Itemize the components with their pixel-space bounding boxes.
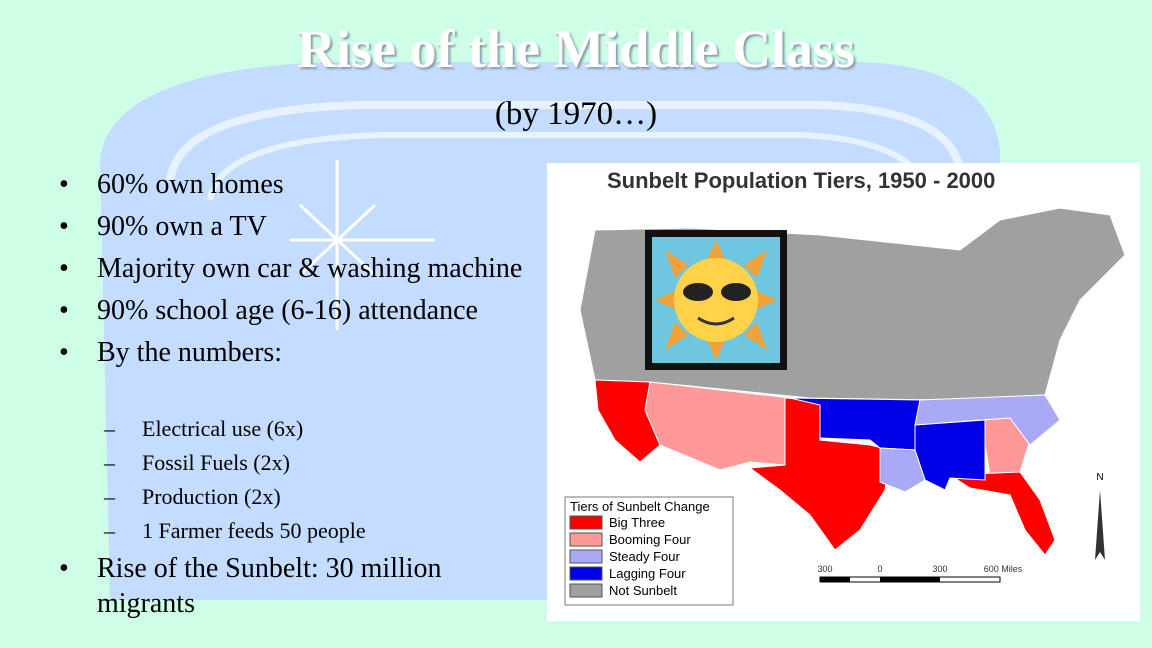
sub-bullet-list: Electrical use (6x)Fossil Fuels (2x)Prod…: [104, 412, 366, 548]
sun-image: [645, 230, 787, 370]
bullet: 90% own a TV: [59, 210, 547, 243]
bullet-list: 60% own homes 90% own a TV Majority own ca…: [59, 168, 547, 378]
sub-bullet: 1 Farmer feeds 50 people: [104, 514, 366, 548]
legend-swatch: [569, 515, 603, 530]
map-title: Sunbelt Population Tiers, 1950 - 2000: [607, 168, 995, 193]
scale-label: 300: [932, 564, 947, 574]
legend-label: Big Three: [609, 515, 665, 530]
legend-label: Booming Four: [609, 532, 691, 547]
sub-bullet: Electrical use (6x): [104, 412, 366, 446]
subtitle: (by 1970…): [494, 96, 658, 132]
legend-swatch: [569, 549, 603, 564]
title: Rise of the Middle Class: [297, 19, 855, 79]
arc: [166, 101, 964, 181]
sub-bullet: Production (2x): [104, 480, 366, 514]
legend-title: Tiers of Sunbelt Change: [570, 499, 710, 514]
state: [879, 447, 926, 493]
scale-label: 300: [817, 564, 832, 574]
legend-label: Lagging Four: [609, 566, 686, 581]
north-label: N: [1096, 472, 1103, 483]
bullet: By the numbers:: [59, 336, 547, 369]
state: [948, 471, 1056, 556]
state: [914, 394, 1061, 446]
bullet-list: Rise of the Sunbelt: 30 million migrants: [59, 551, 517, 621]
legend: Tiers of Sunbelt Change Big Three Booming…: [564, 496, 734, 606]
bullet: Majority own car & washing machine: [59, 252, 547, 285]
north-arrow: [1095, 490, 1105, 560]
legend-label: Not Sunbelt: [609, 583, 677, 598]
map: Sunbelt Population Tiers, 1950 - 2000 Ti…: [547, 163, 1140, 621]
sub-bullet: Fossil Fuels (2x): [104, 446, 366, 480]
legend-swatch: [569, 532, 603, 547]
bullet: 60% own homes: [59, 168, 547, 201]
bullet: 90% school age (6-16) attendance: [59, 294, 547, 327]
scale-label: 0: [877, 564, 882, 574]
scale-bar: [819, 576, 1001, 583]
bullet: Rise of the Sunbelt: 30 million migrants: [59, 551, 517, 621]
legend-swatch: [569, 583, 603, 598]
legend-label: Steady Four: [609, 549, 680, 564]
scale-label: 600 Miles: [984, 564, 1023, 574]
legend-swatch: [569, 566, 603, 581]
state: [748, 397, 891, 551]
